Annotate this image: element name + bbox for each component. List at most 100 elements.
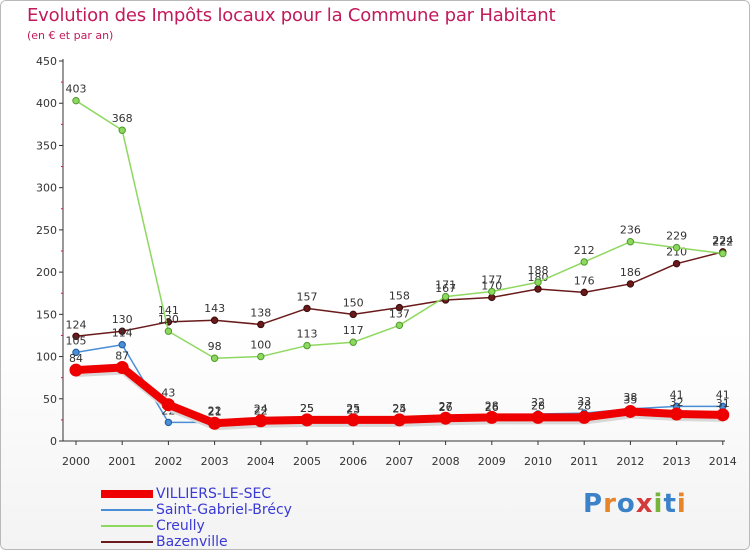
data-point (69, 363, 83, 377)
chart-subtitle: (en € et par an) (27, 29, 114, 42)
data-point (257, 352, 265, 361)
data-point (300, 413, 314, 427)
y-tick-label: 400 (36, 97, 57, 110)
data-point (488, 287, 496, 296)
data-label: 41 (716, 388, 730, 401)
data-label: 229 (666, 230, 687, 243)
data-label: 176 (574, 274, 595, 287)
data-label: 236 (620, 224, 641, 237)
data-label: 32 (531, 396, 545, 409)
data-point (441, 292, 450, 301)
legend-label: Creully (156, 518, 205, 534)
data-label: 137 (389, 307, 410, 320)
data-label: 26 (439, 401, 453, 414)
data-point (626, 238, 635, 246)
data-label: 22 (254, 404, 268, 417)
series-creully: 403 368 130 98 100 113 117 137 171 177 188 212 236 22… (66, 83, 733, 362)
data-label: 24 (392, 403, 406, 416)
legend-swatch (101, 509, 153, 511)
data-label: 21 (208, 405, 222, 418)
legend-label: Bazenville (156, 534, 228, 550)
data-label: 24 (254, 403, 268, 416)
data-point (72, 332, 80, 340)
data-label: 28 (485, 399, 499, 412)
y-tick-label: 450 (36, 55, 57, 68)
x-tick-label: 2008 (432, 455, 460, 468)
data-point (210, 354, 219, 362)
data-label: 84 (69, 352, 83, 365)
logo-letter: i (653, 489, 664, 519)
data-label: 25 (346, 402, 360, 415)
proxiti-logo: Proxiti (583, 489, 687, 519)
data-label: 28 (577, 399, 591, 412)
data-point (716, 408, 730, 422)
data-label: 114 (112, 327, 133, 340)
data-point (118, 341, 126, 349)
data-label: 98 (208, 340, 222, 353)
x-tick-label: 2001 (108, 455, 136, 468)
data-point (118, 327, 126, 335)
data-label: 32 (670, 396, 684, 409)
legend-swatch (101, 490, 153, 498)
data-label: 157 (297, 290, 318, 303)
y-tick-label: 50 (43, 393, 57, 406)
data-label: 23 (346, 404, 360, 417)
x-tick-label: 2014 (709, 455, 737, 468)
data-label: 130 (112, 313, 133, 326)
y-tick-label: 200 (36, 266, 57, 279)
legend-swatch (101, 541, 153, 543)
data-point (164, 418, 173, 427)
data-label: 403 (66, 83, 87, 96)
data-point (303, 304, 311, 313)
data-label: 158 (389, 290, 410, 303)
legend-label: VILLIERS-LE-SEC (156, 486, 272, 502)
logo-letter: r (603, 489, 617, 519)
data-label: 143 (204, 302, 225, 315)
data-point (349, 338, 357, 346)
data-point (303, 341, 311, 350)
data-point (577, 410, 591, 424)
data-label: 25 (300, 402, 314, 415)
data-point (580, 258, 588, 266)
data-label: 117 (343, 324, 364, 337)
y-tick-label: 0 (50, 435, 57, 448)
data-point (395, 321, 404, 330)
logo-letter: x (635, 489, 654, 519)
y-tick-label: 300 (36, 182, 57, 195)
data-point (392, 413, 406, 427)
data-label: 33 (577, 395, 591, 408)
data-label: 22 (208, 404, 222, 417)
x-tick-label: 2007 (385, 455, 413, 468)
data-label: 35 (623, 393, 637, 406)
chart-title: Evolution des Impôts locaux pour la Comm… (27, 5, 556, 26)
data-label: 130 (158, 313, 179, 326)
data-label: 25 (300, 402, 314, 415)
data-point (164, 327, 173, 335)
data-point (72, 96, 80, 105)
x-tick-label: 2005 (293, 455, 321, 468)
logo-letter: o (616, 489, 636, 519)
data-point (395, 303, 404, 312)
data-label: 150 (343, 296, 364, 309)
data-label: 368 (112, 112, 133, 125)
data-label: 138 (250, 306, 271, 319)
y-tick-label: 150 (36, 308, 57, 321)
data-label: 170 (481, 279, 502, 292)
data-point (349, 310, 357, 319)
data-point (719, 249, 727, 258)
x-tick-label: 2011 (570, 455, 598, 468)
x-tick-label: 2002 (154, 455, 182, 468)
data-point (672, 259, 681, 268)
data-point (623, 404, 637, 418)
data-label: 224 (712, 234, 733, 247)
data-label: 31 (716, 397, 730, 410)
legend-swatch (101, 525, 153, 527)
data-point (626, 280, 635, 288)
data-point (115, 361, 129, 375)
data-label: 212 (574, 244, 595, 257)
logo-letter: P (583, 489, 604, 519)
